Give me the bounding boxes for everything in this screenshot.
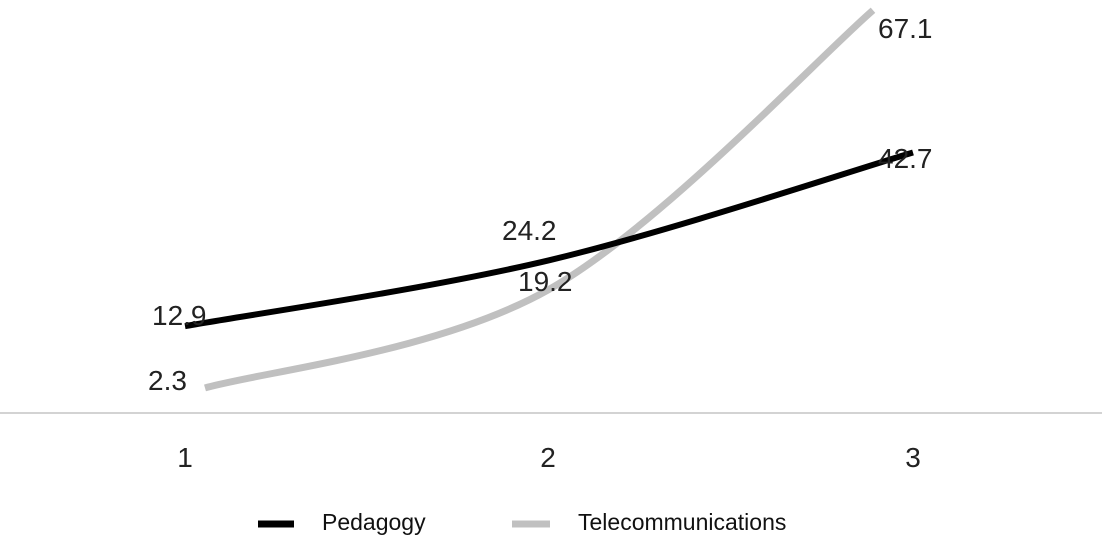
data-label-pedagogy: 42.7 xyxy=(878,143,933,174)
legend-item-pedagogy: Pedagogy xyxy=(258,509,426,535)
x-tick-label: 2 xyxy=(540,442,556,473)
data-label-telecommunications: 19.2 xyxy=(518,266,573,297)
data-labels: 12.9 24.2 42.7 2.3 19.2 67.1 xyxy=(148,13,933,396)
legend-label-telecommunications: Telecommunications xyxy=(578,509,786,535)
data-label-pedagogy: 24.2 xyxy=(502,215,557,246)
legend: Pedagogy Telecommunications xyxy=(258,509,786,535)
x-tick-labels: 1 2 3 xyxy=(177,442,921,473)
series-line-pedagogy xyxy=(184,149,914,330)
data-label-telecommunications: 67.1 xyxy=(878,13,933,44)
data-label-pedagogy: 12.9 xyxy=(152,300,207,331)
x-tick-label: 3 xyxy=(905,442,921,473)
series-layer xyxy=(184,7,914,392)
x-tick-label: 1 xyxy=(177,442,193,473)
data-label-telecommunications: 2.3 xyxy=(148,365,187,396)
legend-label-pedagogy: Pedagogy xyxy=(322,509,426,535)
series-line-telecommunications xyxy=(204,7,876,392)
legend-item-telecommunications: Telecommunications xyxy=(512,509,786,535)
